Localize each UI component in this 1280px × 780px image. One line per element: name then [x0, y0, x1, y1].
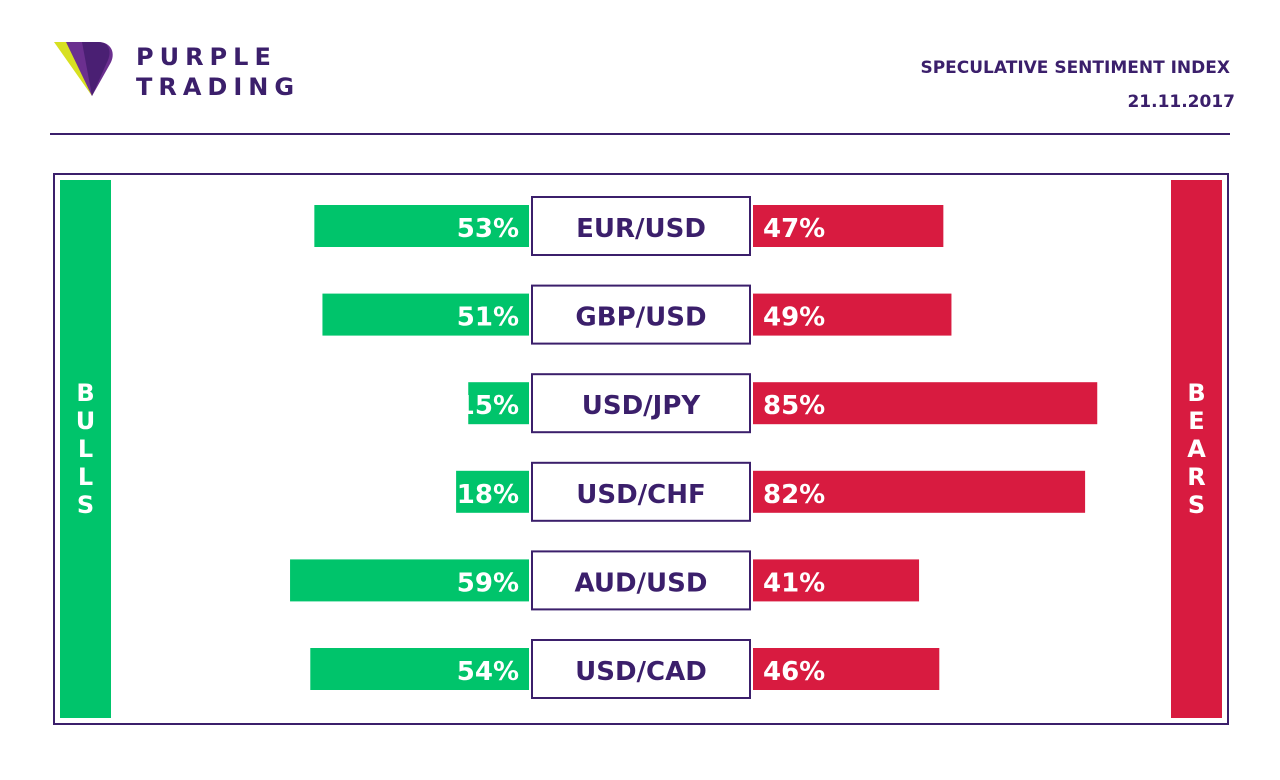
- brand-name: PURPLE TRADING: [136, 42, 300, 102]
- bull-percent-label: 59%: [457, 568, 519, 598]
- bear-bar: [753, 559, 920, 602]
- pair-label: EUR/USD: [576, 214, 706, 244]
- bulls-letter: L: [77, 435, 94, 463]
- bulls-letter: U: [75, 407, 96, 435]
- bear-bar: [753, 293, 952, 336]
- bull-bar: [468, 382, 529, 425]
- bulls-letter: S: [76, 491, 95, 519]
- bear-percent-label: 41%: [763, 568, 825, 598]
- pair-label: AUD/USD: [575, 568, 708, 598]
- chart-frame: [53, 173, 1229, 725]
- bear-bar: [753, 205, 944, 247]
- bear-bar: [753, 382, 1098, 425]
- pair-label: USD/CAD: [575, 657, 707, 687]
- bull-bar: [310, 648, 529, 690]
- pair-box: [531, 284, 751, 345]
- bull-percent-label: 15%: [457, 391, 519, 421]
- bull-bar: [322, 293, 529, 336]
- brand-line-2: TRADING: [136, 73, 301, 101]
- bears-letter: E: [1188, 407, 1205, 435]
- bear-percent-label: 47%: [763, 214, 825, 244]
- pair-label: USD/JPY: [582, 391, 702, 421]
- bull-percent-label: 51%: [457, 303, 519, 333]
- bears-letter: A: [1187, 435, 1206, 463]
- brand-line-1: PURPLE: [136, 43, 277, 71]
- bull-percent-label: 53%: [457, 214, 519, 244]
- pair-box: [531, 639, 751, 699]
- bears-letter: S: [1187, 491, 1206, 519]
- bears-letter: B: [1187, 379, 1206, 407]
- bull-bar: [456, 470, 529, 513]
- pair-box: [531, 196, 751, 256]
- header-divider: [50, 133, 1230, 135]
- purple-trading-logo: [54, 42, 113, 96]
- bull-bar: [314, 205, 529, 247]
- bulls-letter: B: [76, 379, 95, 407]
- bear-percent-label: 49%: [763, 303, 825, 333]
- pair-box: [531, 373, 751, 434]
- report-date: 21.11.2017: [1127, 92, 1235, 112]
- bulls-letter: L: [77, 463, 94, 491]
- bear-bar: [753, 648, 940, 690]
- bull-bar: [290, 559, 529, 602]
- bull-percent-label: 18%: [457, 480, 519, 510]
- bear-percent-label: 46%: [763, 657, 825, 687]
- bears-letter: R: [1187, 463, 1206, 491]
- bear-percent-label: 85%: [763, 391, 825, 421]
- pair-label: USD/CHF: [576, 480, 706, 510]
- bear-percent-label: 82%: [763, 480, 825, 510]
- pair-box: [531, 461, 751, 522]
- bull-percent-label: 54%: [457, 657, 519, 687]
- pair-label: GBP/USD: [575, 303, 706, 333]
- pair-box: [531, 550, 751, 611]
- page-title: SPECULATIVE SENTIMENT INDEX: [920, 58, 1230, 78]
- bear-bar: [753, 470, 1086, 513]
